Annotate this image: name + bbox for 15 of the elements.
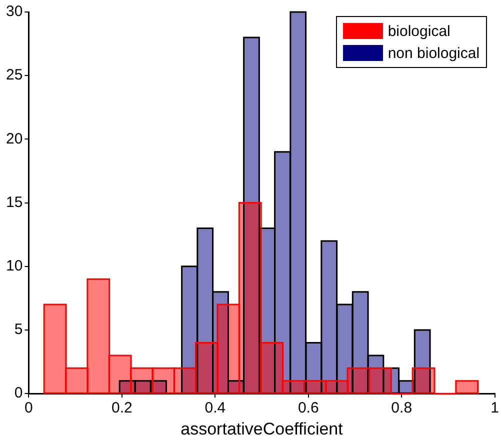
x-axis-title: assortativeCoefficient <box>180 419 344 438</box>
x-tick-label: 0.2 <box>111 400 132 417</box>
legend-label: non biological <box>388 44 480 62</box>
y-tick-label: 25 <box>6 66 23 84</box>
x-tick-label: 0.8 <box>391 400 412 417</box>
x-tick-label: 0.4 <box>204 400 226 417</box>
y-tick-label: 20 <box>6 130 23 148</box>
legend-label: biological <box>388 22 450 40</box>
y-tick-label: 5 <box>14 321 23 338</box>
x-tick-label: 0.6 <box>298 400 319 417</box>
y-tick-label: 0 <box>14 384 23 402</box>
y-tick-label: 30 <box>6 3 23 20</box>
y-tick-label: 10 <box>6 258 23 275</box>
x-tick-label: 1 <box>490 400 499 417</box>
y-tick-label: 15 <box>6 194 23 211</box>
